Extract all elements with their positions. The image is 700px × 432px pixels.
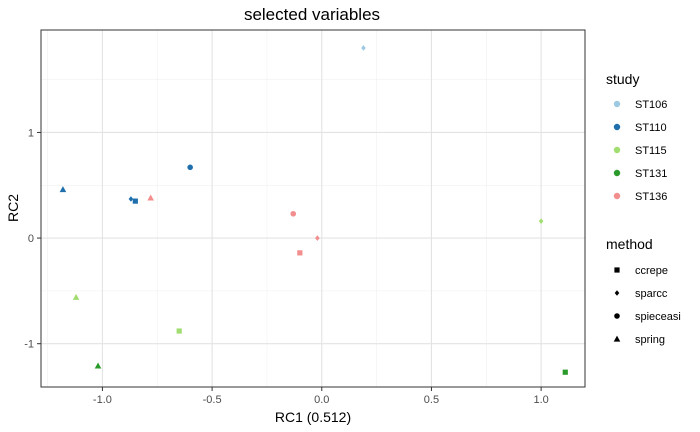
- data-point: [361, 45, 366, 51]
- study-legend-label: ST115: [635, 145, 667, 157]
- study-legend-title: study: [606, 71, 639, 87]
- data-point: [297, 250, 303, 256]
- data-point: [59, 186, 67, 193]
- study-legend-label: ST110: [635, 122, 667, 134]
- data-point: [562, 369, 568, 375]
- x-tick-label: 0.0: [314, 394, 329, 406]
- data-point: [315, 235, 320, 241]
- data-point: [538, 218, 544, 224]
- plot-panel-border: [40, 29, 586, 388]
- method-legend-key: [613, 335, 621, 342]
- axis-ticks: -1.0 -0.5 0.0 0.5 1.0 -1 0 1: [24, 127, 549, 406]
- method-legend-label: spring: [635, 334, 665, 346]
- data-point: [128, 196, 134, 202]
- data-point: [94, 362, 102, 369]
- method-legend: method ccrepe sparcc spieceasi spring: [606, 236, 681, 346]
- x-tick-label: -0.5: [203, 394, 222, 406]
- study-legend-key: [613, 192, 621, 200]
- x-tick-label: 1.0: [533, 394, 548, 406]
- study-legend-key: [613, 169, 621, 177]
- method-legend-label: ccrepe: [635, 265, 668, 277]
- data-point: [132, 198, 138, 204]
- y-tick-label: 1: [28, 127, 34, 139]
- method-legend-key: [614, 267, 620, 273]
- method-legend-key: [614, 290, 620, 296]
- data-point: [187, 164, 193, 171]
- method-legend-title: method: [606, 236, 653, 252]
- chart-title: selected variables: [244, 5, 380, 24]
- study-legend-key: [613, 100, 621, 108]
- study-legend-key: [613, 146, 621, 154]
- x-axis-title: RC1 (0.512): [275, 409, 351, 425]
- grid-lines: [41, 30, 585, 387]
- study-legend: study ST106 ST110 ST115 ST131 ST136: [606, 71, 667, 203]
- y-tick-label: -1: [24, 339, 34, 351]
- study-legend-label: ST106: [635, 99, 667, 111]
- data-point: [147, 194, 154, 201]
- y-axis-title: RC2: [5, 194, 21, 222]
- y-tick-label: 0: [28, 233, 34, 245]
- study-legend-label: ST136: [635, 191, 667, 203]
- method-legend-key: [614, 313, 620, 319]
- study-legend-label: ST131: [635, 168, 667, 180]
- method-legend-label: sparcc: [635, 288, 668, 300]
- data-points: [59, 45, 568, 375]
- data-point: [72, 293, 80, 300]
- data-point: [290, 210, 297, 217]
- data-point: [176, 328, 182, 334]
- study-legend-key: [613, 123, 621, 131]
- x-tick-label: -1.0: [93, 394, 112, 406]
- x-tick-label: 0.5: [424, 394, 439, 406]
- method-legend-label: spieceasi: [635, 311, 681, 323]
